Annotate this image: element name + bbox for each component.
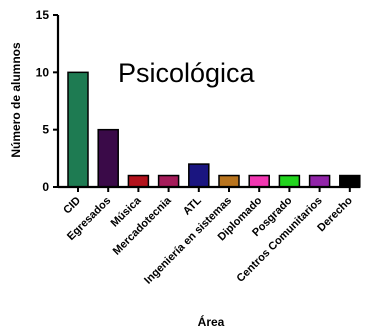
y-axis-title: Número de alumnos bbox=[9, 42, 23, 158]
bar-8 bbox=[308, 174, 331, 188]
bar-1 bbox=[97, 128, 119, 188]
y-tick-label: 0 bbox=[42, 180, 49, 194]
y-tick-label: 15 bbox=[36, 8, 50, 22]
bar-3 bbox=[157, 174, 180, 188]
bar-2 bbox=[127, 174, 150, 188]
bar-4 bbox=[188, 163, 210, 188]
y-ticks: 0 5 10 15 bbox=[36, 8, 58, 194]
y-tick-label: 10 bbox=[36, 65, 50, 79]
x-axis-title: Área bbox=[198, 314, 225, 329]
bar-7 bbox=[278, 174, 301, 188]
bar-6 bbox=[248, 174, 270, 188]
bar-9 bbox=[339, 174, 361, 188]
bar-5 bbox=[218, 174, 240, 188]
x-tick-label: ATL bbox=[181, 194, 204, 217]
bars-layer bbox=[67, 71, 361, 188]
y-tick-label: 5 bbox=[42, 123, 49, 137]
bar-0 bbox=[67, 71, 89, 188]
x-tick-label: CID bbox=[61, 195, 83, 217]
chart-title: Psicológica bbox=[118, 58, 256, 88]
